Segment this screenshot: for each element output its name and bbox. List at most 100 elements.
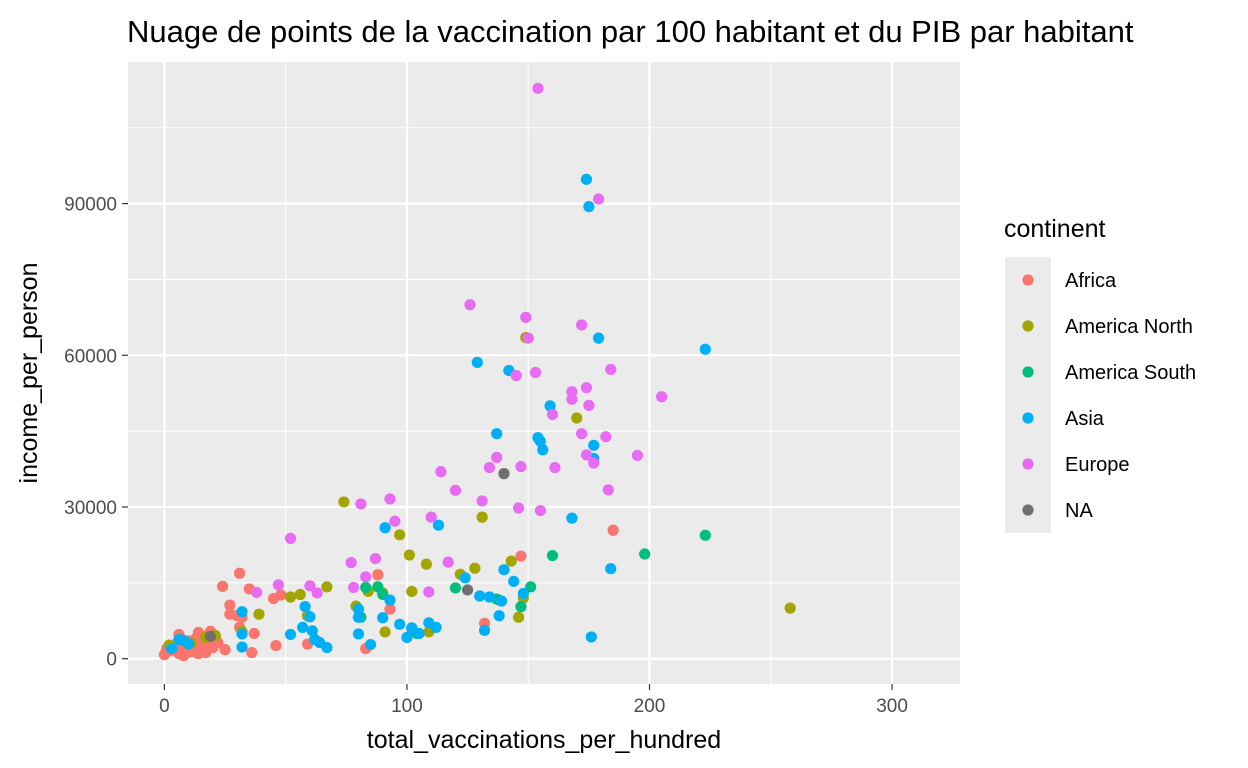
data-point (275, 589, 287, 601)
data-point (394, 529, 406, 541)
data-point (471, 356, 483, 368)
y-tick-label: 30000 (64, 498, 117, 519)
data-point (602, 484, 614, 496)
data-point (384, 493, 396, 505)
data-point (580, 449, 593, 461)
data-point (784, 602, 796, 614)
plot-panel (128, 62, 960, 684)
data-point (588, 457, 600, 469)
x-axis-title: total_vaccinations_per_hundred (367, 726, 721, 754)
x-axis-ticks: 0 100 200 300 (159, 684, 908, 717)
data-point (430, 621, 442, 633)
data-point (544, 400, 556, 412)
legend-swatch (1022, 458, 1034, 470)
data-point (217, 580, 229, 593)
data-point (483, 461, 496, 474)
data-point (246, 647, 258, 659)
data-point (347, 581, 360, 594)
data-point (546, 408, 559, 421)
data-point (592, 332, 605, 344)
data-point (236, 606, 248, 618)
data-point (532, 82, 544, 94)
x-tick-label: 200 (634, 696, 666, 717)
data-point (529, 366, 542, 379)
y-tick-label: 0 (106, 650, 117, 671)
y-axis-ticks: 0 30000 60000 90000 (64, 195, 128, 671)
major-gridlines (128, 62, 960, 684)
data-point (498, 564, 510, 576)
data-point (284, 591, 297, 603)
data-point (464, 299, 476, 311)
data-point (321, 581, 333, 593)
data-point (631, 449, 643, 462)
data-point (311, 587, 323, 599)
data-point (425, 511, 437, 523)
data-point (699, 529, 711, 541)
data-point (583, 399, 595, 411)
data-point (699, 343, 711, 355)
data-point (491, 428, 503, 440)
data-point (369, 552, 382, 565)
chart-title: Nuage de points de la vaccination par 10… (127, 14, 1134, 49)
data-point (432, 519, 445, 531)
x-tick-label: 300 (876, 696, 908, 717)
data-point (236, 641, 248, 653)
series-na (204, 468, 510, 643)
data-point (233, 567, 246, 579)
data-point (345, 557, 357, 569)
data-point (352, 628, 365, 640)
data-point (534, 435, 546, 447)
data-point (384, 603, 396, 615)
data-point (248, 627, 260, 640)
data-point (478, 624, 491, 636)
data-point (512, 502, 525, 514)
data-point (272, 579, 284, 591)
data-point (461, 584, 474, 596)
data-point (512, 611, 525, 623)
data-point (474, 590, 486, 602)
data-point (224, 599, 236, 611)
data-point (379, 522, 391, 534)
data-point (338, 496, 350, 508)
data-point (384, 594, 396, 606)
series-asia (166, 173, 711, 655)
x-tick-label: 0 (159, 696, 170, 717)
data-point (352, 611, 365, 623)
data-point (483, 591, 496, 603)
data-point (580, 382, 593, 394)
data-point (435, 466, 447, 478)
minor-gridlines (128, 62, 960, 684)
data-point (605, 563, 617, 575)
legend-label: NA (1065, 500, 1093, 522)
data-point (236, 628, 248, 640)
data-point (406, 585, 418, 598)
data-point (476, 511, 488, 523)
data-point (360, 571, 372, 583)
data-point (250, 586, 263, 599)
data-point (575, 319, 588, 331)
data-point (401, 631, 413, 644)
data-point (304, 611, 316, 623)
y-axis-title: income_per_person (15, 263, 43, 484)
legend-swatch (1022, 320, 1034, 332)
data-points (158, 82, 796, 662)
legend-title: continent (1004, 215, 1106, 243)
data-point (219, 644, 231, 656)
data-point (297, 621, 309, 633)
data-point (403, 549, 415, 561)
data-point (566, 512, 578, 524)
data-point (607, 524, 619, 536)
data-point (364, 638, 377, 651)
data-point (515, 601, 527, 613)
data-point (522, 332, 534, 344)
data-point (270, 639, 282, 652)
data-point (284, 628, 297, 641)
data-point (498, 468, 510, 480)
data-point (605, 363, 617, 376)
legend-swatch (1022, 412, 1034, 424)
data-point (600, 431, 612, 443)
data-point (515, 550, 527, 562)
data-point (510, 369, 522, 382)
data-point (546, 549, 559, 562)
